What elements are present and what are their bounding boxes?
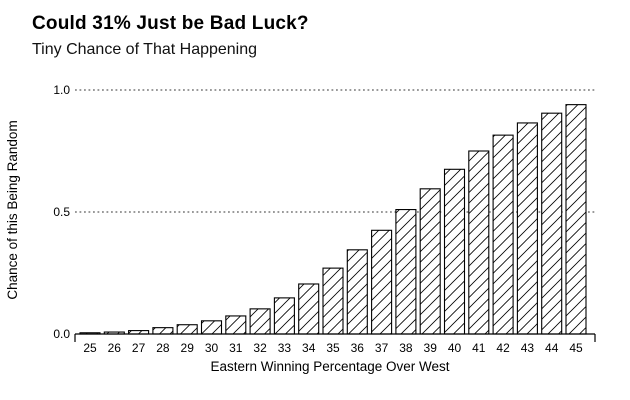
bar-43	[516, 122, 538, 335]
x-tick-label-37: 37	[375, 341, 389, 355]
bar-28	[152, 327, 174, 335]
y-axis-title: Chance of this Being Random	[5, 120, 20, 299]
x-tick-label-36: 36	[351, 341, 365, 355]
x-tick-label-27: 27	[132, 341, 146, 355]
x-tick-label-41: 41	[472, 341, 486, 355]
x-axis-title: Eastern Winning Percentage Over West	[210, 359, 449, 374]
bar-45	[565, 104, 587, 335]
bar-42	[492, 134, 514, 335]
bar-33	[273, 297, 295, 335]
x-tick-label-26: 26	[108, 341, 122, 355]
x-tick-label-39: 39	[424, 341, 438, 355]
bar-34	[298, 283, 320, 335]
chart-title: Could 31% Just be Bad Luck?	[32, 13, 309, 34]
bar-40	[443, 168, 466, 335]
x-tick-label-28: 28	[156, 341, 170, 355]
bar-36	[346, 249, 368, 335]
chart-subtitle: Tiny Chance of That Happening	[32, 41, 258, 58]
x-tick-label-31: 31	[229, 341, 243, 355]
x-tick-label-40: 40	[448, 341, 462, 355]
x-tick-label-25: 25	[83, 341, 97, 355]
y-tick-label-1.0: 1.0	[53, 83, 70, 97]
x-tick-label-30: 30	[205, 341, 219, 355]
x-tick-label-29: 29	[181, 341, 195, 355]
x-tick-label-35: 35	[326, 341, 340, 355]
bar-37	[371, 229, 393, 335]
bar-41	[468, 150, 490, 335]
x-tick-label-45: 45	[569, 341, 583, 355]
x-tick-label-33: 33	[278, 341, 292, 355]
plot-area: 0.0 0.5 1.0 25 26 27 28 29 30 31 32 33 34 35 36 37 38 39 4…	[53, 83, 596, 355]
x-tick-label-38: 38	[399, 341, 413, 355]
bar-29	[176, 324, 198, 335]
y-tick-label-0.5: 0.5	[53, 205, 70, 219]
x-tick-label-32: 32	[253, 341, 267, 355]
bar-35	[322, 267, 344, 335]
bar-32	[249, 308, 271, 335]
x-tick-label-43: 43	[521, 341, 535, 355]
bar-31	[225, 315, 247, 335]
bar-39	[419, 188, 441, 335]
x-tick-label-34: 34	[302, 341, 316, 355]
y-tick-label-0.0: 0.0	[53, 327, 70, 341]
bar-38	[395, 209, 417, 335]
bar-44	[541, 112, 563, 335]
x-tick-label-44: 44	[545, 341, 559, 355]
x-tick-label-42: 42	[496, 341, 510, 355]
bar-30	[200, 320, 223, 335]
